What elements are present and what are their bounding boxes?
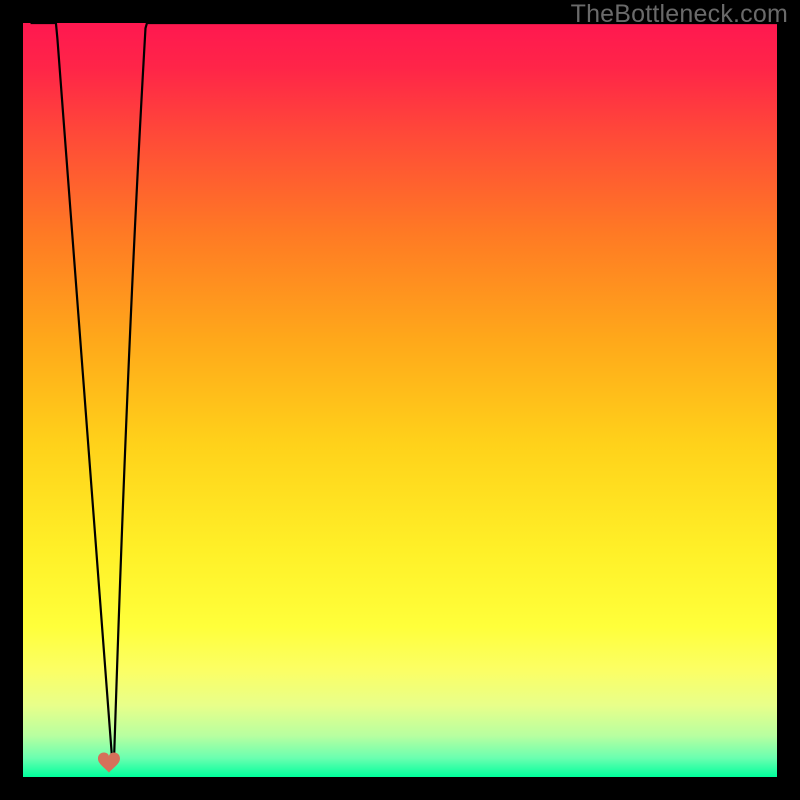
watermark-text: TheBottleneck.com — [571, 0, 788, 29]
bottleneck-curve — [31, 23, 777, 766]
optimum-marker-heart-icon — [98, 752, 120, 772]
plot-area — [23, 23, 777, 777]
curve-overlay — [23, 23, 777, 777]
chart-frame: TheBottleneck.com — [0, 0, 800, 800]
